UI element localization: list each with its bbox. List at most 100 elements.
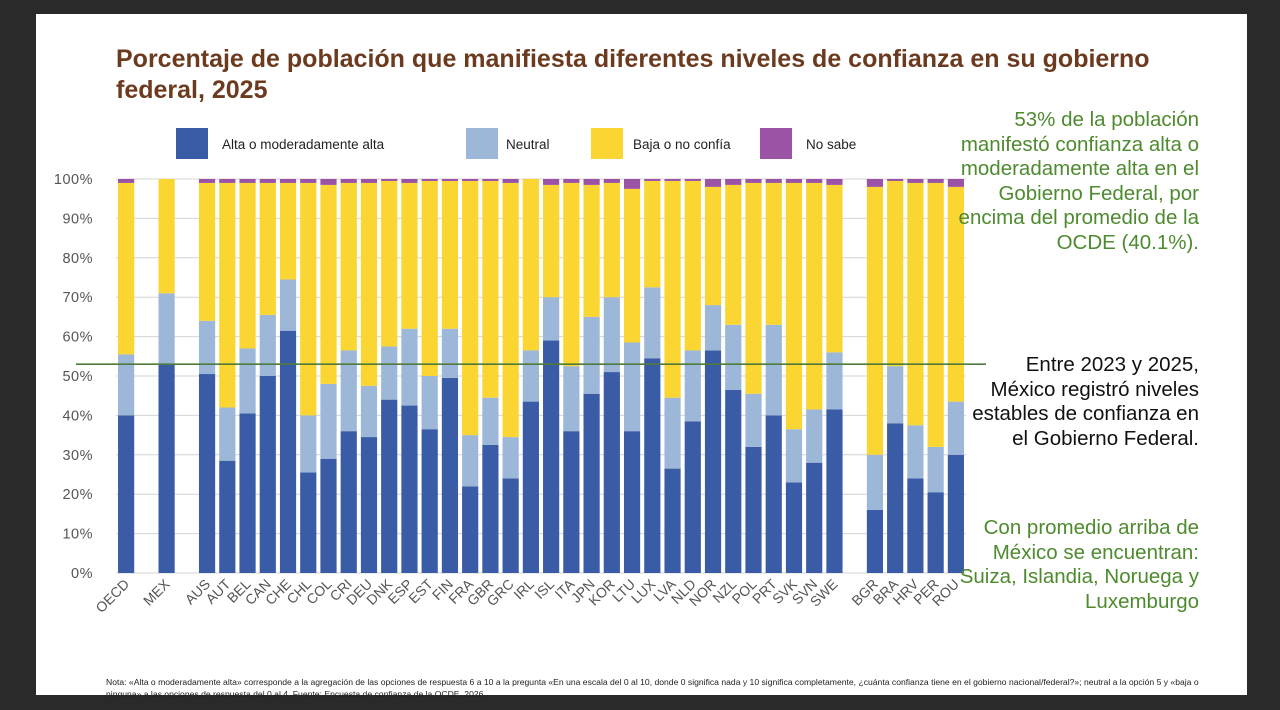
bar-segment-baja [644, 180, 661, 288]
bar-segment-neutral [482, 397, 499, 445]
bar-segment-nosabe [259, 179, 276, 183]
bar-segment-neutral [462, 435, 479, 487]
bar-segment-nosabe [198, 179, 216, 183]
bar-segment-alta [320, 458, 337, 573]
bar-segment-alta [259, 376, 276, 573]
stacked-bar-chart: 0% 10% 20% 30% 40% 50% 60% 70% 80% 90% 100% OECD MEX… [54, 128, 986, 616]
bar-segment-alta [927, 492, 944, 573]
bar-segment-nosabe [543, 179, 560, 185]
bar-segment-neutral [866, 454, 884, 510]
bar-segment-nosabe [826, 179, 843, 185]
slide: Porcentaje de población que manifiesta d… [36, 14, 1247, 699]
legend-label-baja: Baja o no confía [633, 137, 731, 152]
bar-segment-nosabe [745, 179, 762, 183]
bar-segment-alta [158, 364, 175, 573]
bar-segment-nosabe [866, 179, 884, 187]
bar-segment-baja [239, 182, 256, 349]
legend-swatch-nosabe [760, 128, 792, 159]
bar-segment-nosabe [421, 179, 438, 181]
bar-segment-nosabe [623, 179, 641, 189]
bar-segment-alta [462, 486, 479, 573]
bar-segment-neutral [765, 324, 782, 416]
bar-segment-neutral [704, 305, 722, 351]
bar-segment-alta [664, 468, 681, 573]
y-tick-label: 60% [62, 330, 93, 346]
bar-segment-neutral [340, 350, 357, 432]
legend-swatch-baja [591, 128, 623, 159]
bar-segment-alta [907, 478, 924, 573]
bar-segment-nosabe [664, 179, 681, 181]
bar-segment-neutral [441, 328, 459, 378]
bar-segment-neutral [623, 342, 641, 432]
bar-segment-neutral [198, 320, 216, 375]
bar-segment-alta [887, 423, 904, 573]
bar-segment-neutral [583, 316, 600, 394]
bar-segment-baja [725, 184, 742, 325]
bar-segment-alta [381, 399, 398, 573]
bar-segment-baja [522, 179, 539, 351]
bar-segment-alta [603, 372, 620, 573]
bar-segment-neutral [907, 425, 924, 479]
bar-segment-baja [340, 182, 357, 351]
bar-segment-baja [806, 182, 823, 410]
bar-segment-nosabe [300, 179, 317, 183]
bar-segment-neutral [785, 429, 803, 483]
bar-segment-alta [421, 429, 438, 573]
bar-segment-baja [482, 180, 499, 398]
y-tick-label: 90% [62, 211, 93, 227]
bar-segment-nosabe [806, 179, 823, 183]
bar-segment-neutral [745, 393, 762, 447]
y-tick-label: 100% [54, 172, 93, 188]
bar-segment-baja [704, 186, 722, 306]
bar-segment-neutral [279, 279, 297, 331]
bar-segment-nosabe [765, 179, 782, 183]
bar-segment-alta [401, 405, 418, 573]
bar-segment-baja [603, 182, 620, 298]
bar-segment-alta [300, 472, 317, 573]
bar-segment-baja [300, 182, 317, 416]
bar-segment-neutral [381, 346, 398, 400]
bar-segment-nosabe [279, 179, 297, 183]
bar-segment-nosabe [360, 179, 378, 183]
bar-segment-neutral [947, 401, 964, 455]
callout-above-mexico-text: Con promedio arriba de México se encuent… [959, 516, 1199, 613]
bar-segment-alta [198, 374, 216, 573]
bar-segment-neutral [502, 437, 519, 479]
bar-segment-alta [725, 389, 742, 573]
bar-segment-nosabe [320, 179, 337, 185]
bar-segment-alta [279, 330, 297, 573]
bar-segment-neutral [401, 328, 418, 406]
bar-segment-nosabe [725, 179, 742, 185]
y-tick-label: 80% [62, 251, 93, 267]
bar-segment-baja [664, 180, 681, 398]
bar-segment-baja [927, 182, 944, 447]
bar-segment-alta [502, 478, 519, 573]
callout-stability-text: Entre 2023 y 2025, México registró nivel… [972, 353, 1199, 450]
bar-segment-nosabe [907, 179, 924, 183]
bar-segment-nosabe [684, 179, 701, 181]
bar-segment-baja [947, 186, 964, 402]
chart-title: Porcentaje de población que manifiesta d… [116, 45, 1150, 104]
legend-label-nosabe: No sabe [806, 137, 856, 152]
legend-swatch-neutral [466, 128, 498, 159]
bar-segment-nosabe [644, 179, 661, 181]
y-tick-label: 30% [62, 448, 93, 464]
bar-segment-nosabe [785, 179, 803, 183]
bar-segment-baja [401, 182, 418, 329]
bar-segment-neutral [664, 397, 681, 469]
bar-segment-alta [785, 482, 803, 573]
bar-segment-neutral [725, 324, 742, 390]
bar-segment-alta [219, 460, 236, 573]
bar-segment-baja [583, 184, 600, 317]
bar-segment-baja [907, 182, 924, 426]
bar-segment-alta [704, 350, 722, 573]
bar-segment-baja [887, 180, 904, 367]
bar-segment-alta [118, 415, 135, 573]
bar-segment-baja [543, 184, 560, 298]
bar-segment-alta [826, 409, 843, 573]
bar-segment-nosabe [340, 179, 357, 183]
bar-segment-neutral [826, 352, 843, 410]
bar-segment-nosabe [401, 179, 418, 183]
bar-segment-neutral [300, 415, 317, 473]
bar-segment-baja [623, 188, 641, 343]
